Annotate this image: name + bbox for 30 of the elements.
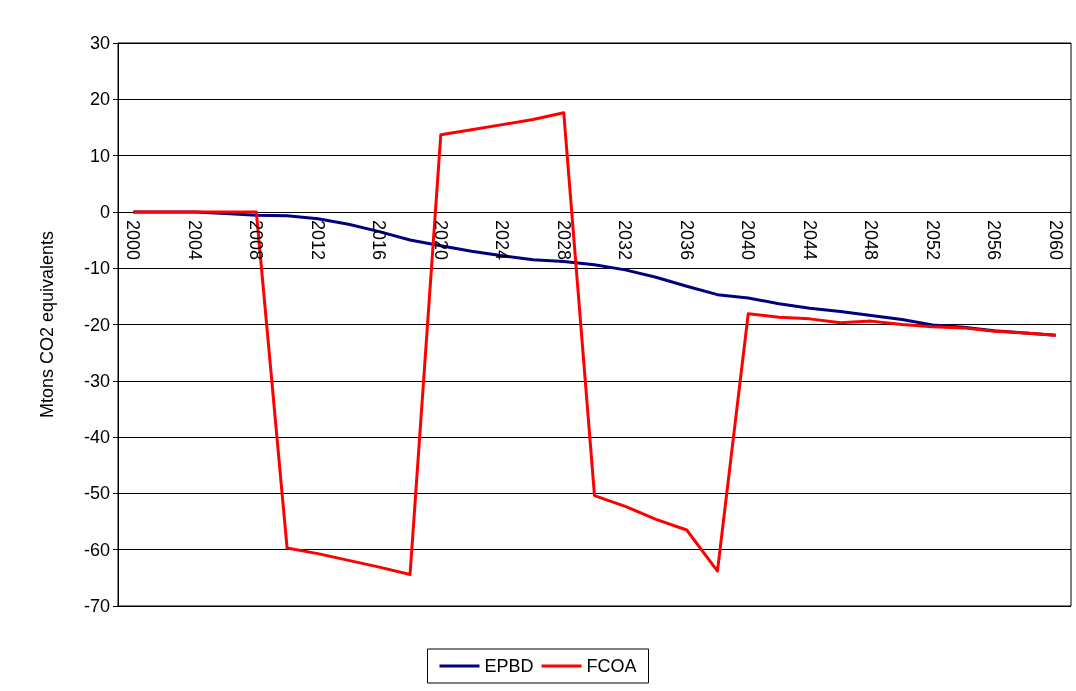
y-tick-label: -20 bbox=[83, 314, 110, 335]
x-tick-label: 2052 bbox=[922, 219, 943, 260]
x-tick-label: 2004 bbox=[184, 219, 205, 260]
x-tick-label: 2060 bbox=[1045, 219, 1066, 260]
y-tick-label: -40 bbox=[83, 427, 110, 448]
x-tick-label: 2012 bbox=[307, 219, 328, 260]
y-axis-title: Mtons CO2 equivalents bbox=[37, 230, 57, 419]
x-tick-label: 2032 bbox=[615, 219, 636, 260]
y-tick-label: -10 bbox=[83, 258, 110, 279]
x-tick-label: 2044 bbox=[799, 219, 820, 260]
y-tick-label: -50 bbox=[83, 483, 110, 504]
x-tick-label: 2028 bbox=[553, 219, 574, 260]
y-tick-label: 10 bbox=[89, 145, 110, 166]
x-tick-label: 2056 bbox=[984, 219, 1005, 260]
x-tick-label: 2016 bbox=[369, 219, 390, 260]
y-tick-label: -70 bbox=[83, 596, 110, 616]
x-tick-label: 2048 bbox=[861, 219, 882, 260]
x-tick-label: 2036 bbox=[676, 219, 697, 260]
y-tick-label: -30 bbox=[83, 370, 110, 391]
x-tick-label: 2000 bbox=[123, 219, 144, 260]
y-tick-label: 30 bbox=[89, 33, 110, 53]
legend-label: EPBD bbox=[484, 656, 534, 676]
y-tick-label: 0 bbox=[99, 201, 110, 222]
y-tick-label: -60 bbox=[83, 539, 110, 560]
y-tick-label: 20 bbox=[89, 89, 110, 110]
legend-label: FCOA bbox=[586, 656, 637, 676]
x-tick-label: 2020 bbox=[430, 219, 451, 260]
x-tick-label: 2040 bbox=[738, 219, 759, 260]
x-tick-label: 2024 bbox=[492, 219, 513, 260]
x-tick-label: 2008 bbox=[246, 219, 267, 260]
